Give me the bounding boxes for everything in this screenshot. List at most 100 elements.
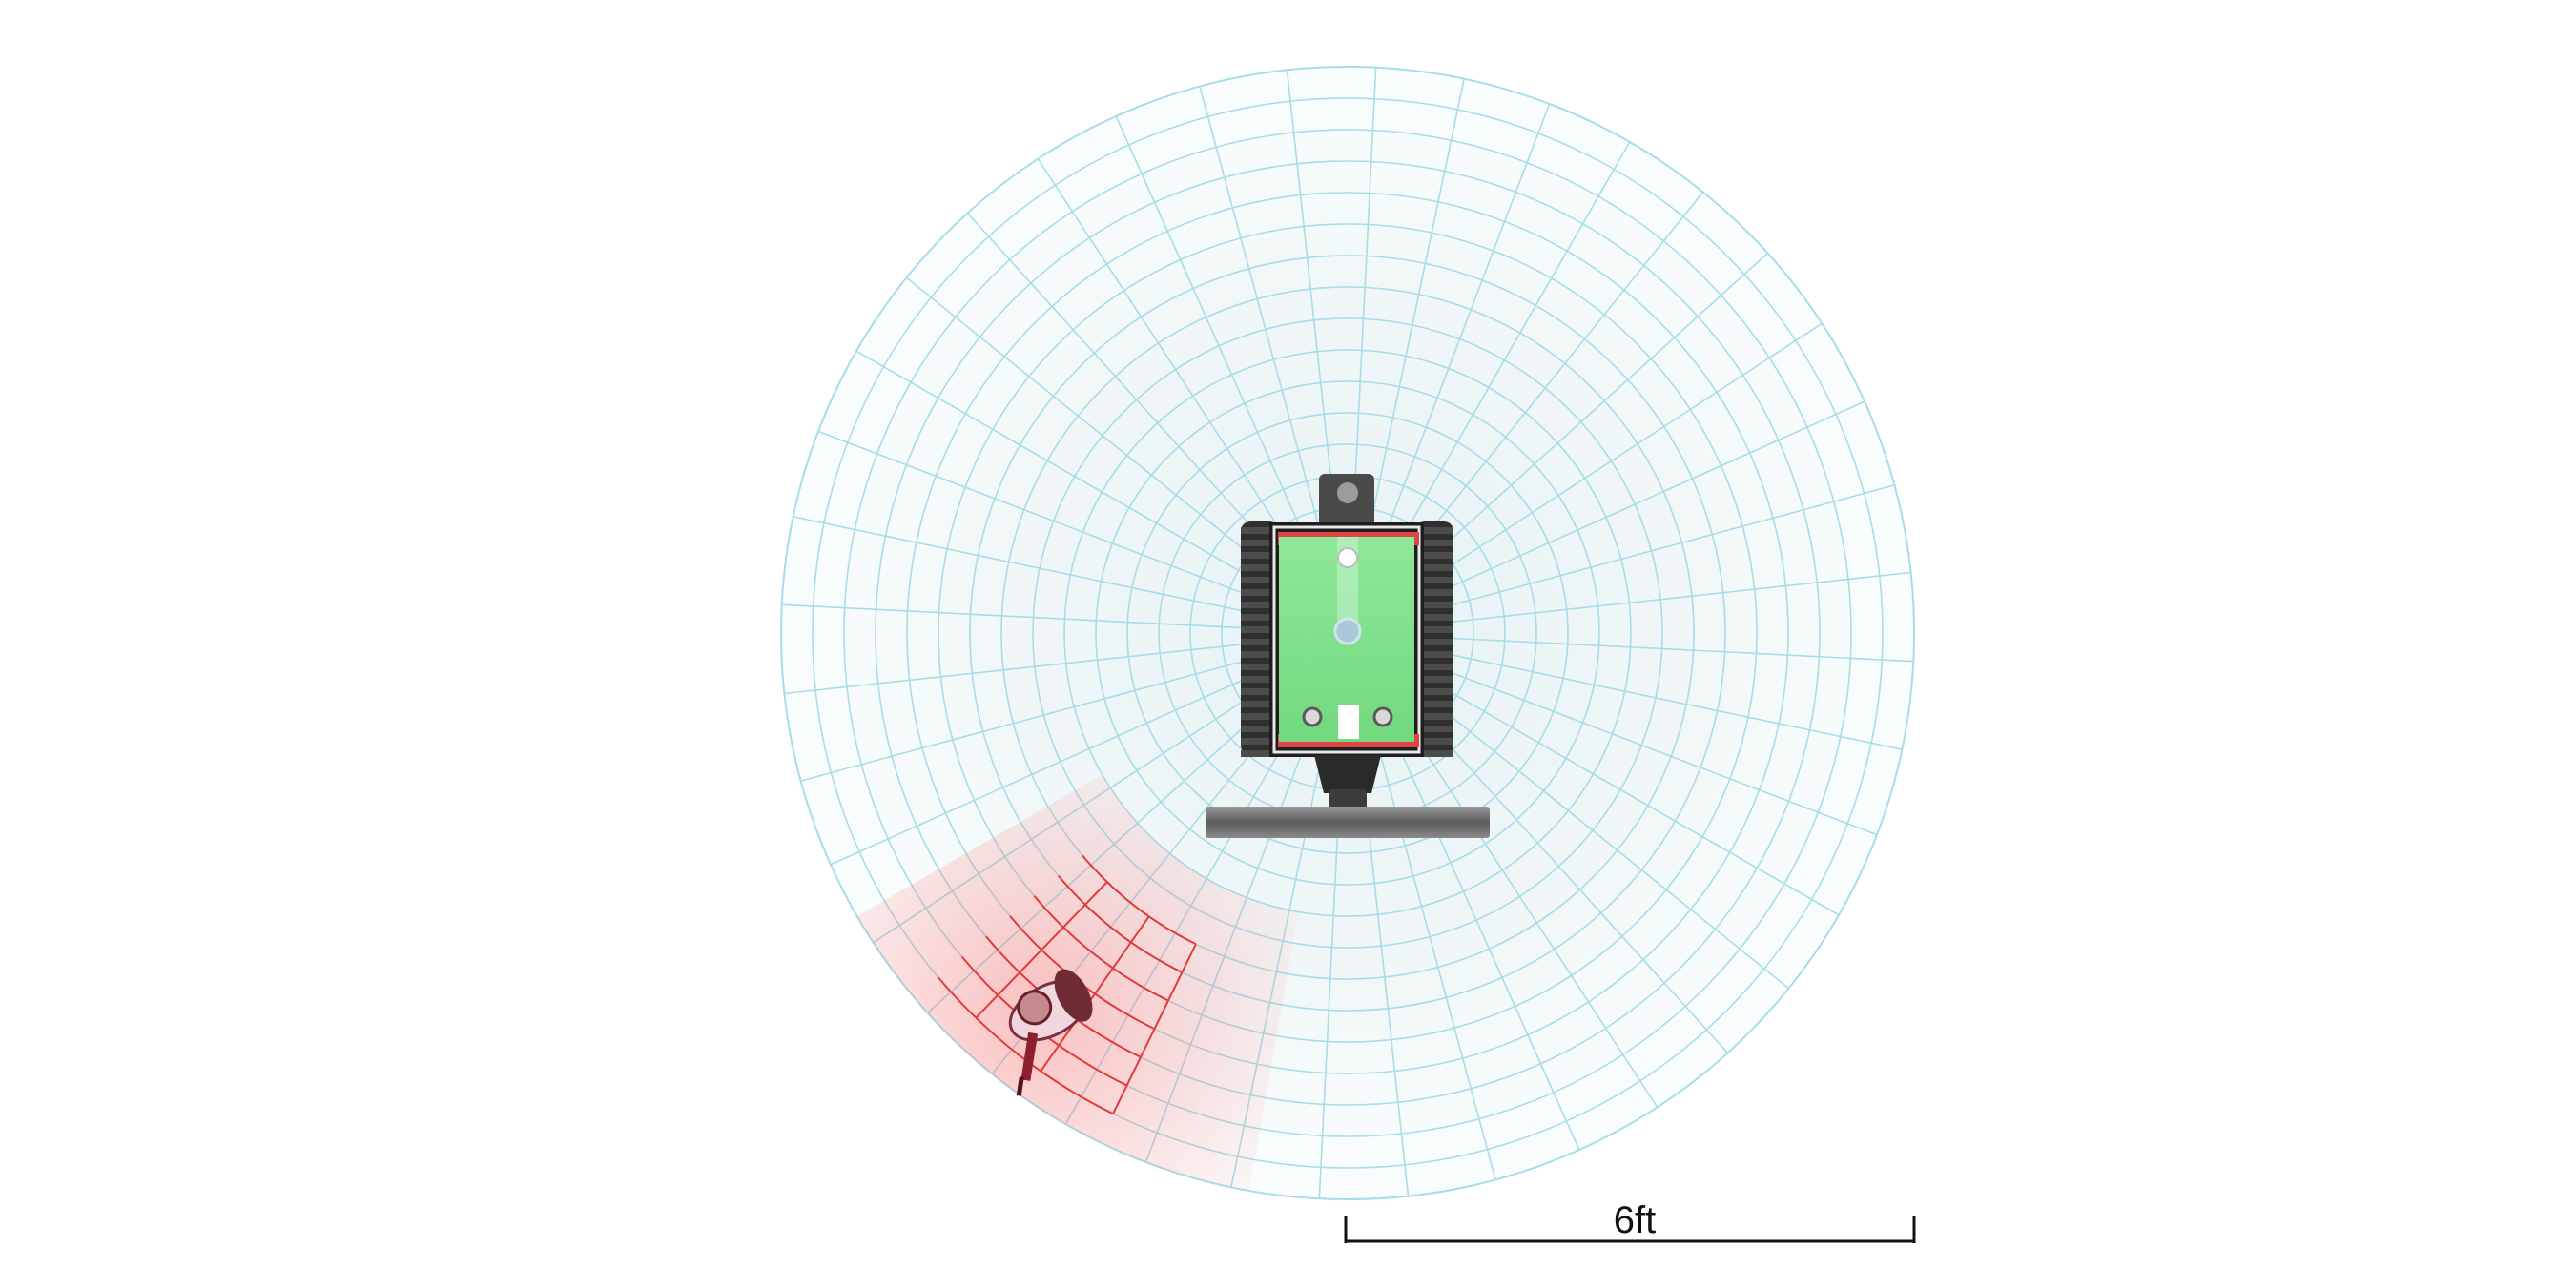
grid-ring xyxy=(906,192,1789,1074)
track-tread xyxy=(1241,527,1279,534)
person-head xyxy=(1017,990,1053,1026)
grid-ring xyxy=(1095,380,1600,886)
track-treads-right xyxy=(1415,527,1453,757)
alert-grid-arc xyxy=(1082,854,1197,946)
scale-bar: 6ft xyxy=(1344,1199,1916,1243)
alert-grid-arc xyxy=(937,975,1114,1115)
grid-spoke xyxy=(966,212,1286,564)
grid-spoke xyxy=(1438,484,1895,609)
track-tread xyxy=(1241,726,1279,732)
track-tread xyxy=(1415,738,1453,745)
track-tread xyxy=(1241,614,1279,621)
track-tread xyxy=(1241,713,1279,720)
grid-spoke xyxy=(905,276,1275,575)
grid-spoke xyxy=(1366,78,1465,542)
track-tread xyxy=(1241,639,1279,645)
grid-spoke xyxy=(1435,665,1878,836)
grid-spoke xyxy=(1441,637,1914,663)
grid-ring xyxy=(780,66,1915,1200)
track-tread xyxy=(1241,589,1279,596)
grid-spoke xyxy=(830,670,1263,866)
track-tread xyxy=(1241,564,1279,571)
grid-spoke xyxy=(1286,70,1339,540)
grid-spoke xyxy=(1199,86,1324,542)
scale-bar-label: 6ft xyxy=(1614,1199,1656,1241)
grid-spoke xyxy=(781,603,1254,629)
robot-bumper xyxy=(1206,807,1490,838)
grid-ring xyxy=(1126,412,1569,854)
robot-front-plate xyxy=(1338,705,1359,739)
track-tread xyxy=(1415,676,1453,683)
robot-top-sensor xyxy=(1337,547,1358,568)
track-tread xyxy=(1415,664,1453,670)
robot-front-mount xyxy=(1314,755,1381,793)
track-tread xyxy=(1241,540,1279,546)
alert-grid-spoke xyxy=(1112,943,1197,1114)
track-tread xyxy=(1415,688,1453,695)
track-tread xyxy=(1241,602,1279,608)
track-tread xyxy=(1415,564,1453,571)
grid-spoke xyxy=(817,430,1260,601)
track-tread xyxy=(1241,552,1279,559)
grid-ring xyxy=(875,160,1821,1106)
grid-ring xyxy=(969,255,1726,1012)
track-tread xyxy=(1241,688,1279,695)
grid-ring xyxy=(1032,317,1663,949)
person-arm xyxy=(1020,1032,1039,1081)
track-tread xyxy=(1415,713,1453,720)
grid-spoke xyxy=(1429,679,1840,916)
person-tool xyxy=(1016,1076,1024,1096)
grid-spoke xyxy=(1406,191,1704,561)
track-tread xyxy=(1415,750,1453,757)
track-tread xyxy=(1241,626,1279,633)
grid-spoke xyxy=(1371,724,1496,1180)
person-topdown-icon xyxy=(1008,969,1093,1096)
grid-ring xyxy=(812,97,1884,1169)
track-tread xyxy=(1241,676,1279,683)
alert-grid-arc xyxy=(1057,874,1183,973)
grid-spoke xyxy=(800,657,1257,782)
track-tread xyxy=(1241,738,1279,745)
grid-spoke xyxy=(1426,322,1823,583)
grid-spoke xyxy=(1410,702,1729,1054)
track-tread xyxy=(1415,552,1453,559)
grid-spoke xyxy=(1351,67,1377,540)
track-tread xyxy=(1241,701,1279,707)
track-tread xyxy=(1415,602,1453,608)
grid-spoke xyxy=(1398,711,1659,1108)
track-tread xyxy=(1415,527,1453,534)
track-tread xyxy=(1415,651,1453,658)
robot-center-sensor xyxy=(1333,617,1362,645)
grid-spoke xyxy=(1420,691,1790,990)
robot-camera xyxy=(1337,482,1358,503)
alert-grid-spoke xyxy=(1040,915,1150,1073)
grid-spoke xyxy=(1432,400,1865,596)
track-tread xyxy=(1415,540,1453,546)
robot-front-light xyxy=(1302,706,1323,727)
grid-spoke xyxy=(855,350,1267,587)
grid-spoke xyxy=(1115,115,1310,548)
track-tread xyxy=(1241,750,1279,757)
track-tread xyxy=(1415,577,1453,583)
alert-grid-spoke xyxy=(975,881,1108,1019)
robot-topdown-icon xyxy=(1206,474,1490,838)
robot-front-light xyxy=(1372,706,1393,727)
grid-spoke xyxy=(1385,718,1580,1151)
grid-spoke xyxy=(1416,252,1769,571)
grid-spoke xyxy=(1037,158,1297,555)
grid-spokes xyxy=(781,67,1914,1199)
grid-spoke xyxy=(793,516,1256,615)
robot-front-hinge xyxy=(1329,789,1367,810)
grid-spoke xyxy=(1439,651,1903,750)
grid-spoke xyxy=(784,642,1254,695)
track-treads-left xyxy=(1241,527,1279,757)
track-tread xyxy=(1241,577,1279,583)
grid-spoke xyxy=(1393,141,1631,552)
robot-frame-trim xyxy=(1272,525,1421,754)
track-tread xyxy=(1241,664,1279,670)
alert-grid-arc xyxy=(1033,895,1169,1002)
grid-ring xyxy=(938,223,1758,1043)
track-tread xyxy=(1415,726,1453,732)
person-backpack xyxy=(1054,969,1093,1022)
